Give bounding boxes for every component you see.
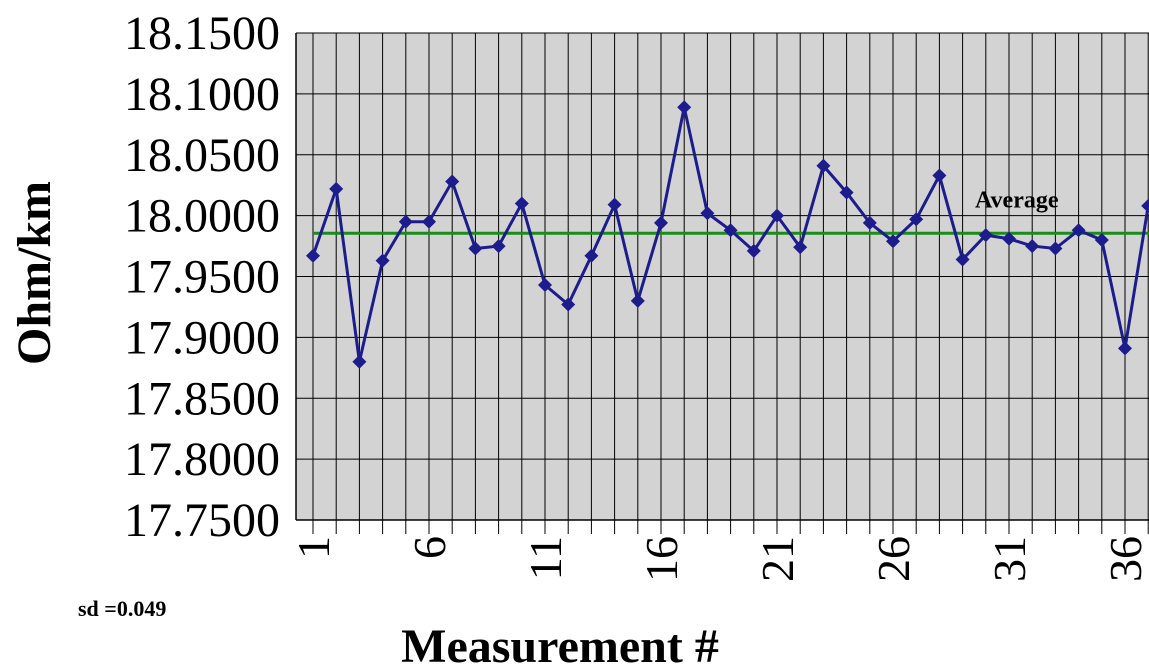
data-point: [1025, 239, 1040, 254]
x-tick-label: 31: [984, 536, 1035, 582]
x-tick-label: 36: [1100, 536, 1149, 582]
data-point: [862, 215, 877, 230]
y-tick-label: 18.0000: [124, 190, 280, 243]
sd-note: sd =0.049: [78, 596, 167, 621]
data-point: [1002, 231, 1016, 246]
y-tick-label: 18.1000: [124, 68, 280, 121]
x-axis-title: Measurement #: [401, 620, 719, 670]
data-point: [1094, 232, 1109, 247]
data-point: [306, 248, 320, 263]
data-point: [1071, 223, 1086, 238]
y-tick-label: 17.8500: [124, 372, 280, 425]
data-point: [584, 248, 599, 263]
data-point: [607, 197, 622, 212]
data-point: [770, 208, 784, 223]
y-axis-title: Ohm/km: [8, 181, 61, 365]
x-tick-label: 6: [404, 536, 455, 559]
data-point: [1048, 241, 1063, 256]
y-tick-label: 17.8000: [124, 433, 280, 486]
data-point: [723, 223, 738, 238]
data-point: [839, 185, 854, 200]
grid-lines: [295, 32, 1149, 534]
y-tick-label: 18.1500: [124, 7, 280, 60]
data-point: [468, 241, 483, 256]
data-point: [955, 252, 970, 267]
data-point: [1141, 198, 1149, 213]
y-tick-label: 17.9000: [124, 311, 280, 364]
x-tick-label: 26: [868, 536, 919, 582]
y-tick-label: 17.7500: [124, 494, 280, 547]
data-point: [746, 243, 761, 258]
average-label: Average: [975, 187, 1059, 213]
data-point: [886, 234, 900, 249]
data-point: [538, 278, 552, 293]
data-point: [329, 181, 344, 196]
x-tick-label: 16: [636, 536, 687, 582]
data-point: [909, 212, 924, 227]
data-point: [445, 174, 460, 189]
data-point: [700, 206, 715, 221]
y-axis-ticks: 18.1500 18.1000 18.0500 18.0000 17.9500 17.90…: [124, 7, 280, 547]
data-point: [630, 293, 645, 308]
data-point: [375, 253, 390, 268]
x-tick-label: 21: [752, 536, 803, 582]
data-point: [398, 214, 413, 229]
data-point: [491, 239, 506, 254]
x-tick-label: 1: [288, 536, 339, 559]
data-point: [816, 158, 831, 173]
data-point: [561, 297, 576, 312]
data-point: [677, 100, 692, 115]
y-tick-label: 17.9500: [124, 251, 280, 304]
data-point: [352, 354, 367, 369]
series-markers: [306, 100, 1149, 369]
x-axis-ticks: 1 6 11 16 21 26 31 36: [288, 536, 1149, 582]
data-point: [654, 215, 668, 230]
data-point: [514, 196, 529, 211]
y-tick-label: 18.0500: [124, 129, 280, 182]
data-point: [1118, 341, 1132, 356]
data-point: [978, 228, 993, 243]
data-point: [793, 240, 808, 255]
x-tick-label: 11: [520, 536, 571, 580]
data-point: [932, 168, 947, 183]
data-point: [422, 214, 436, 229]
